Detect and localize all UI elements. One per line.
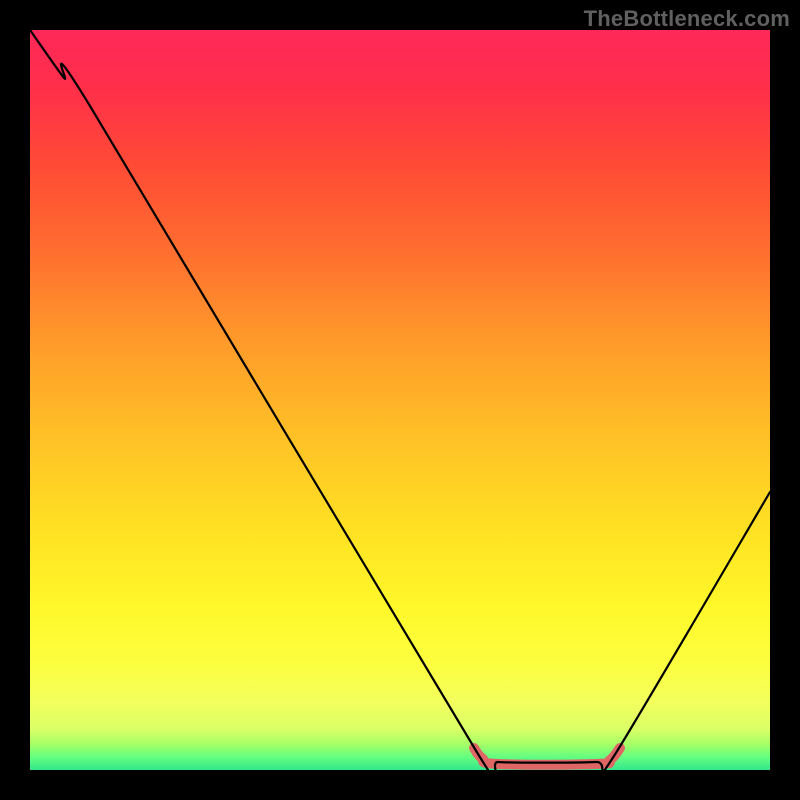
bottleneck-chart [30, 30, 770, 770]
chart-frame: TheBottleneck.com [0, 0, 800, 800]
plot-area [30, 30, 770, 770]
gradient-background [30, 30, 770, 770]
watermark-text: TheBottleneck.com [584, 6, 790, 32]
